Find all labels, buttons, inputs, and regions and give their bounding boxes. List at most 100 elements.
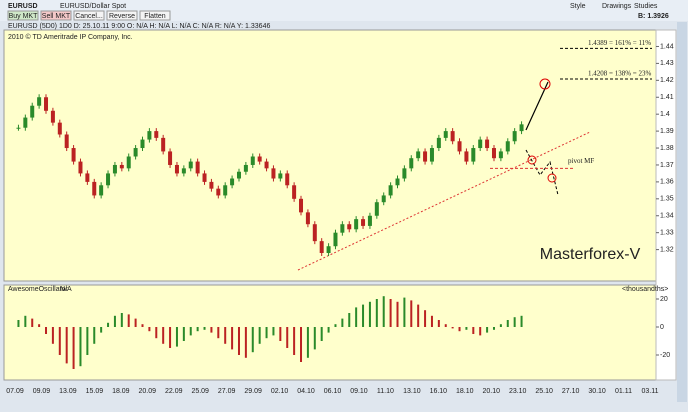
bid: B: 1.3926 (638, 13, 669, 20)
x-tick-label: 13.10 (403, 388, 421, 395)
button-label[interactable]: Flatten (144, 13, 166, 20)
y-tick-label: -20 (660, 352, 670, 359)
candle (491, 148, 496, 159)
button[interactable] (7, 10, 39, 21)
x-tick-label: 01.11 (615, 388, 632, 395)
histogram-bar (368, 301, 371, 327)
candle (188, 161, 193, 169)
candle (64, 134, 69, 149)
candle (305, 212, 310, 225)
histogram-bar (306, 327, 309, 358)
button-label[interactable]: Buy MKT (9, 13, 39, 20)
histogram-bar (38, 324, 41, 327)
button-label[interactable]: Reverse (109, 13, 135, 20)
histogram-bar (417, 304, 420, 327)
histogram-bar (486, 327, 489, 333)
button[interactable] (139, 10, 171, 21)
histogram-bar (182, 327, 185, 341)
arrow-up (525, 81, 549, 131)
candle (347, 224, 352, 230)
histogram-bar (465, 327, 468, 330)
histogram-bar (279, 327, 282, 341)
candle (223, 185, 228, 196)
price-axis (655, 29, 677, 381)
toolbar (0, 0, 688, 21)
trend-line (297, 131, 591, 271)
histogram-bar (244, 327, 247, 358)
y-tick-label: 1.4 (660, 111, 670, 118)
candle (333, 232, 338, 247)
histogram-bar (196, 327, 199, 332)
x-tick-label: 11.10 (377, 388, 394, 395)
button[interactable] (73, 10, 105, 21)
histogram-bar (355, 307, 358, 327)
histogram-bar (24, 315, 27, 327)
candle (92, 181, 97, 196)
y-tick-label: 1.43 (660, 60, 674, 67)
histogram-bar (348, 313, 351, 327)
candle (402, 168, 407, 179)
candle (154, 131, 159, 138)
histogram-bar (437, 320, 440, 327)
x-tick-label: 22.09 (165, 388, 183, 395)
target-circle (527, 155, 537, 165)
candle (443, 131, 448, 138)
tool[interactable]: Drawings (602, 3, 632, 10)
tool[interactable]: Studies (634, 3, 658, 10)
y-tick-label: 1.38 (660, 145, 674, 152)
candle (285, 173, 290, 186)
histogram-bar (217, 327, 220, 339)
candle (119, 164, 124, 169)
x-tick-label: 09.10 (350, 388, 368, 395)
histogram-bar (382, 296, 385, 327)
histogram-bar (424, 310, 427, 327)
candle (471, 148, 476, 162)
x-tick-label: 13.09 (59, 388, 77, 395)
y-tick-label: 1.37 (660, 162, 674, 169)
candle (23, 117, 28, 128)
histogram-bar (403, 297, 406, 327)
candle (423, 151, 428, 162)
histogram-bar (430, 315, 433, 327)
button-label[interactable]: Sell MKT (42, 13, 71, 20)
y-tick-label: 1.35 (660, 196, 674, 203)
candle (85, 173, 90, 182)
histogram-bar (169, 327, 172, 348)
y-tick-label: 1.44 (660, 43, 674, 50)
x-tick-label: 20.10 (482, 388, 500, 395)
tool[interactable]: Style (570, 3, 586, 10)
histogram-bar (51, 327, 54, 344)
histogram-bar (444, 324, 447, 327)
candle (374, 202, 379, 216)
target-circle (547, 173, 557, 183)
histogram-bar (410, 300, 413, 327)
x-tick-label: 30.10 (588, 388, 606, 395)
x-tick-label: 04.10 (297, 388, 315, 395)
histogram-bar (79, 327, 82, 367)
histogram-bar (31, 318, 34, 327)
button[interactable] (40, 10, 72, 21)
x-tick-label: 03.11 (642, 388, 659, 395)
candle (340, 224, 345, 233)
x-tick-label: 02.10 (271, 388, 289, 395)
candle (457, 141, 462, 152)
candle (78, 161, 83, 174)
histogram-bar (120, 313, 123, 327)
histogram-bar (155, 327, 158, 339)
y-tick-label: 1.32 (660, 246, 674, 253)
candle (292, 185, 297, 199)
button-label[interactable]: Cancel... (75, 13, 103, 20)
histogram-bar (258, 327, 261, 344)
histogram-bar (362, 304, 365, 327)
histogram-bar (396, 301, 399, 327)
x-tick-label: 18.09 (112, 388, 130, 395)
histogram-bar (100, 327, 103, 333)
histogram-bar (210, 327, 213, 333)
histogram-bar (113, 315, 116, 327)
button[interactable] (106, 10, 138, 21)
symbol[interactable]: EURUSD (8, 3, 38, 10)
candle (250, 156, 255, 165)
histogram-bar (237, 327, 240, 355)
candle (126, 156, 131, 169)
